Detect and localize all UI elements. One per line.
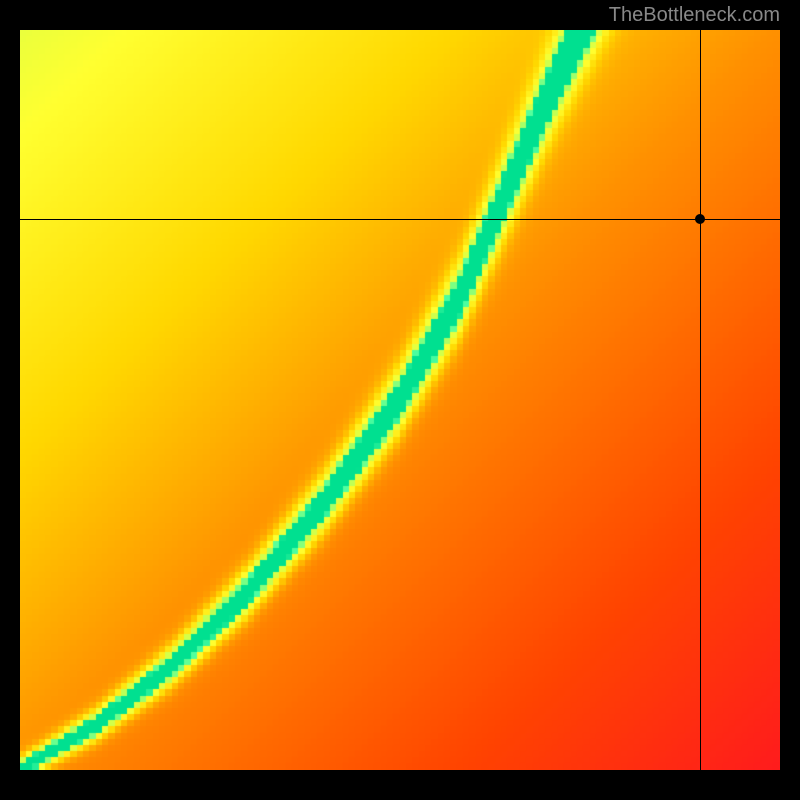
crosshair-vertical (700, 30, 701, 770)
heatmap-canvas (20, 30, 780, 770)
watermark-text: TheBottleneck.com (609, 4, 780, 27)
crosshair-horizontal (20, 219, 780, 220)
plot-area (20, 30, 780, 770)
marker-point (695, 214, 705, 224)
